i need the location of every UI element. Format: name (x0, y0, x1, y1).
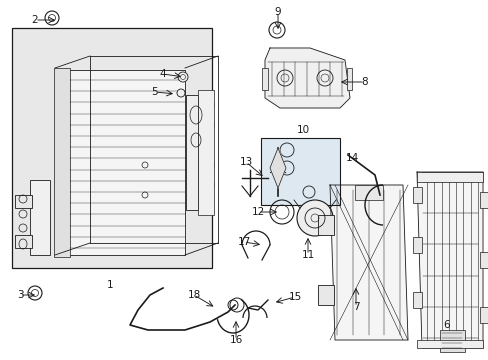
Text: 10: 10 (296, 125, 309, 135)
Bar (317, 285, 333, 305)
Bar (416, 172, 482, 182)
Text: 14: 14 (345, 153, 358, 163)
Bar (185, 95, 198, 210)
Bar (15, 235, 32, 248)
Polygon shape (416, 172, 482, 348)
Text: 4: 4 (160, 69, 166, 79)
Bar (479, 192, 487, 208)
Text: 17: 17 (237, 237, 250, 247)
Polygon shape (264, 48, 349, 108)
Text: 16: 16 (229, 335, 242, 345)
Text: 18: 18 (187, 290, 200, 300)
Bar (412, 237, 421, 253)
Text: 6: 6 (443, 320, 449, 330)
Polygon shape (269, 148, 285, 188)
Ellipse shape (296, 200, 332, 236)
Text: 11: 11 (301, 250, 314, 260)
Polygon shape (55, 70, 184, 255)
Text: 3: 3 (17, 290, 23, 300)
Text: 1: 1 (106, 280, 113, 290)
Text: 15: 15 (288, 292, 301, 302)
Text: 12: 12 (251, 207, 264, 217)
Text: 7: 7 (352, 302, 359, 312)
Bar (346, 68, 351, 90)
Bar (317, 215, 333, 235)
Bar (479, 307, 487, 323)
Bar (30, 180, 50, 255)
Bar (54, 68, 70, 257)
Bar (15, 195, 32, 208)
Bar (198, 90, 214, 215)
Text: 13: 13 (239, 157, 252, 167)
Text: 2: 2 (32, 15, 38, 25)
Ellipse shape (178, 72, 187, 82)
Text: 5: 5 (151, 87, 158, 97)
Text: 8: 8 (361, 77, 367, 87)
Ellipse shape (177, 89, 184, 97)
Bar (261, 138, 339, 205)
Bar (439, 330, 464, 352)
Bar (412, 187, 421, 203)
Bar (416, 340, 482, 348)
Bar (354, 185, 382, 200)
Bar (262, 68, 267, 90)
Bar (12, 28, 212, 268)
Polygon shape (329, 185, 407, 340)
Text: 9: 9 (274, 7, 281, 17)
Bar (479, 252, 487, 268)
Bar (412, 292, 421, 308)
